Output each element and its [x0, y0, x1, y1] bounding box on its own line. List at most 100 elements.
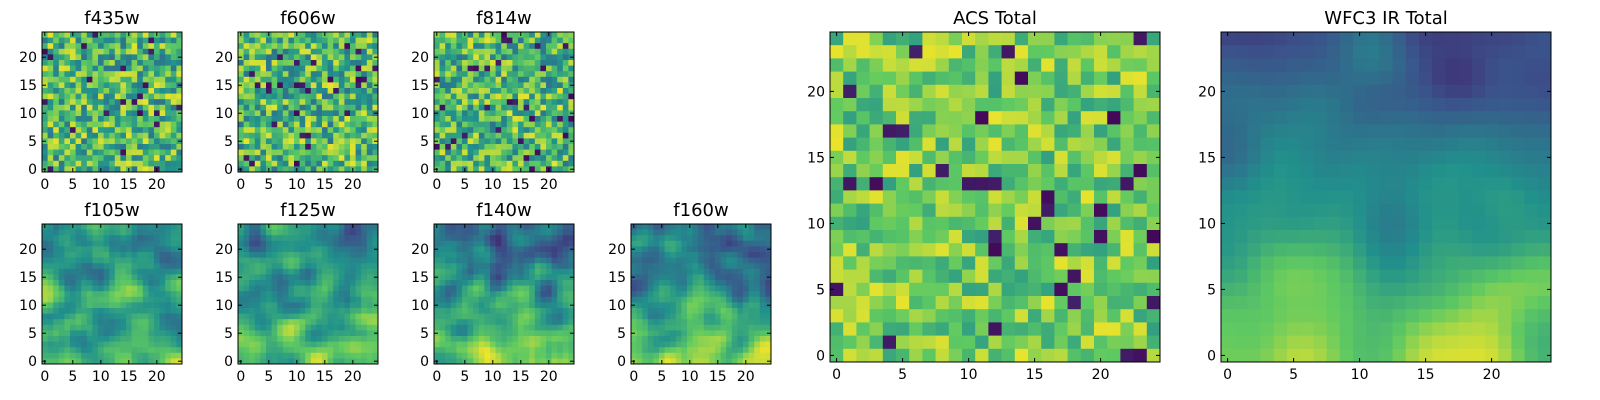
heatmap-cell: [456, 149, 463, 156]
heatmap-cell: [86, 296, 93, 303]
heatmap-cell: [534, 324, 541, 331]
heatmap-cell: [322, 71, 328, 78]
heatmap-cell: [70, 302, 76, 309]
heatmap-cell: [1067, 216, 1082, 231]
heatmap-cell: [266, 319, 272, 326]
heatmap-cell: [322, 285, 328, 292]
heatmap-cell: [518, 110, 524, 117]
heatmap-cell: [75, 121, 82, 128]
heatmap-cell: [120, 313, 127, 320]
heatmap-cell: [154, 144, 160, 150]
heatmap-cell: [266, 43, 272, 50]
heatmap-cell: [1001, 84, 1016, 99]
heatmap-cells: [830, 32, 1161, 363]
heatmap-cell: [159, 246, 166, 253]
heatmap-cell: [288, 313, 295, 320]
heatmap-cell: [109, 127, 116, 134]
heatmap-cell: [305, 127, 312, 134]
heatmap-cell: [642, 285, 649, 292]
heatmap-cell: [47, 138, 54, 145]
heatmap-cell: [243, 224, 250, 230]
heatmap-cell: [81, 160, 88, 167]
heatmap-cell: [523, 302, 530, 309]
heatmap-cell: [681, 229, 688, 236]
heatmap-cell: [288, 252, 295, 258]
heatmap-cell: [322, 60, 328, 66]
heatmap-cell: [282, 48, 289, 55]
heatmap-cell: [568, 229, 575, 236]
heatmap-cell: [529, 93, 536, 100]
heatmap-cell: [523, 104, 530, 111]
heatmap-cell: [142, 88, 149, 94]
heatmap-cell: [737, 263, 744, 270]
heatmap-cell: [562, 229, 569, 236]
heatmap-cell: [249, 149, 256, 156]
heatmap-cell: [249, 235, 256, 242]
heatmap-cell: [720, 285, 727, 292]
heatmap-cell: [456, 285, 463, 292]
heatmap-cell: [372, 65, 379, 72]
heatmap-cell: [562, 240, 569, 247]
heatmap-cell: [568, 240, 575, 247]
heatmap-cell: [260, 54, 267, 61]
heatmap-cell: [142, 37, 149, 44]
heatmap-cell: [333, 43, 340, 50]
heatmap-cell: [142, 93, 149, 100]
heatmap-cell: [759, 291, 766, 298]
heatmap-cell: [103, 341, 110, 348]
heatmap-cell: [484, 54, 491, 61]
heatmap-cell: [935, 32, 950, 46]
heatmap-cell: [305, 246, 312, 253]
heatmap-cell: [294, 347, 300, 354]
heatmap-cell: [170, 54, 177, 61]
heatmap-cell: [120, 336, 127, 342]
y-tick-label: 0: [224, 162, 233, 178]
heatmap-cell: [748, 263, 755, 270]
heatmap-cell: [170, 358, 177, 365]
heatmap-cell: [434, 347, 440, 354]
heatmap-cell: [568, 341, 575, 348]
heatmap-cell: [534, 88, 541, 94]
heatmap-cell: [720, 296, 727, 303]
heatmap-cell: [731, 246, 738, 253]
heatmap-cell: [1133, 216, 1148, 231]
heatmap-cell: [64, 88, 71, 94]
heatmap-cell: [670, 352, 677, 359]
heatmap-cell: [445, 347, 452, 354]
heatmap-cell: [316, 76, 323, 83]
heatmap-cell: [327, 341, 334, 348]
heatmap-cell: [698, 240, 705, 247]
heatmap-cell: [98, 127, 104, 134]
heatmap-cell: [1107, 216, 1121, 231]
heatmap-cell: [47, 341, 54, 348]
heatmap-cell: [467, 274, 474, 281]
heatmap-cell: [243, 88, 250, 94]
heatmap-cell: [266, 104, 272, 111]
heatmap-cell: [243, 43, 250, 50]
heatmap-cell: [288, 104, 295, 111]
heatmap-cell: [254, 308, 261, 314]
heatmap-cell: [148, 291, 155, 298]
heatmap-cell: [282, 296, 289, 303]
heatmap-cell: [338, 116, 345, 122]
heatmap-cell: [316, 324, 323, 331]
heatmap-cell: [523, 285, 530, 292]
heatmap-cell: [338, 160, 345, 167]
heatmap-cell: [568, 32, 575, 38]
heatmap-cell: [659, 280, 665, 286]
heatmap-cell: [53, 319, 60, 326]
heatmap-cell: [316, 155, 323, 162]
heatmap-cell: [540, 166, 547, 173]
heatmap-cell: [137, 88, 144, 94]
heatmap-cell: [534, 138, 541, 145]
heatmap-cell: [288, 149, 295, 156]
heatmap-cell: [988, 190, 1002, 204]
heatmap-cell: [75, 341, 82, 348]
heatmap-cell: [327, 263, 334, 270]
heatmap-cell: [653, 291, 660, 298]
heatmap-cell: [647, 347, 654, 354]
heatmap-cell: [114, 160, 121, 167]
heatmap-cell: [277, 308, 284, 314]
heatmap-cell: [659, 319, 665, 326]
heatmap-cell: [299, 127, 306, 134]
